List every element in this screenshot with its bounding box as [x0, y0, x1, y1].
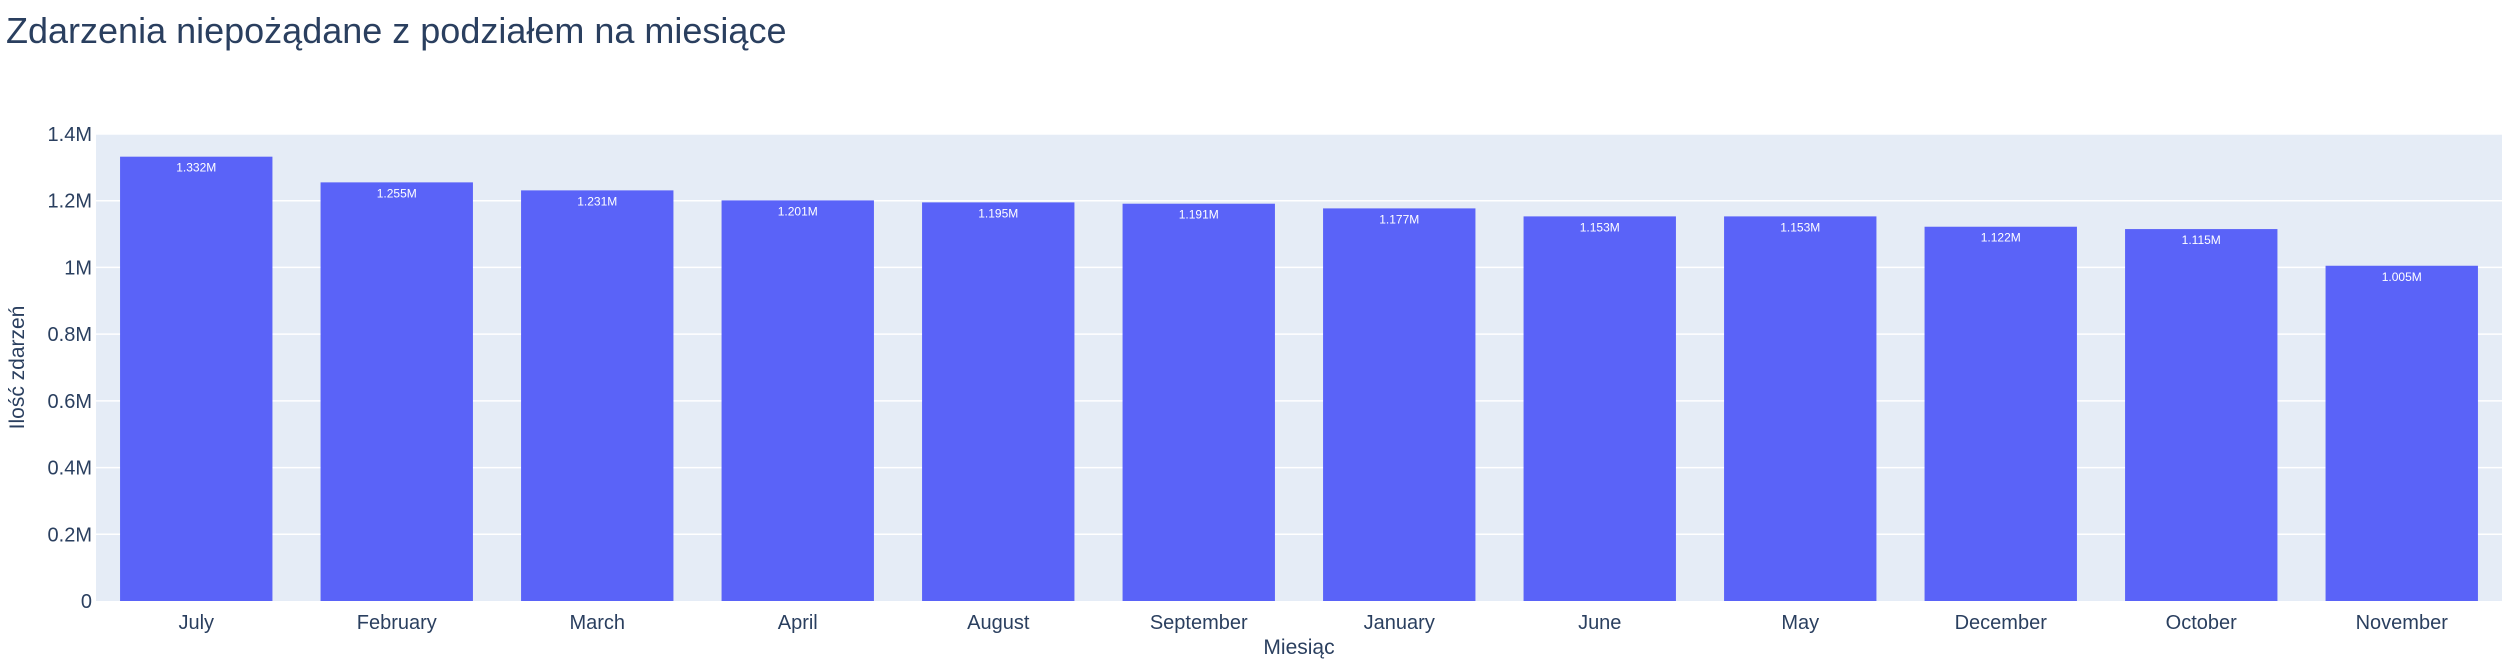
bar-data-label: 1.153M — [1580, 220, 1620, 234]
x-tick-label: September — [1150, 612, 1248, 634]
bar — [1323, 208, 1476, 602]
bar-data-label: 1.332M — [176, 161, 216, 175]
x-axis-title: Miesiąc — [1263, 636, 1334, 659]
bar — [320, 182, 473, 601]
bar-data-labels: 1.332M 1.255M 1.231M 1.201M 1.195M 1.191M 1.17… — [176, 161, 2422, 284]
bar — [120, 156, 273, 601]
x-tick-label: October — [2166, 612, 2237, 634]
y-tick-label: 1M — [64, 257, 92, 279]
bar-data-label: 1.201M — [778, 204, 818, 218]
bar-data-label: 1.115M — [2182, 233, 2221, 247]
bar — [721, 200, 874, 601]
bar — [2325, 265, 2478, 601]
y-tick-label: 0.6M — [48, 391, 92, 413]
y-axis-ticks: 0 0.2M 0.4M 0.6M 0.8M 1M 1.2M 1.4M — [48, 124, 92, 613]
y-tick-label: 0.4M — [48, 458, 92, 480]
y-tick-label: 0.8M — [48, 324, 92, 346]
y-tick-label: 0 — [81, 591, 92, 613]
bar-data-label: 1.191M — [1179, 208, 1219, 222]
bar-data-label: 1.195M — [978, 206, 1018, 220]
x-tick-label: April — [778, 612, 818, 634]
x-tick-label: August — [967, 612, 1030, 634]
x-axis-ticks: July February March April August September Jan… — [178, 612, 2448, 634]
bar — [1523, 216, 1676, 601]
chart-title: Zdarzenia niepożądane z podziałem na mie… — [6, 10, 787, 51]
bar-data-label: 1.231M — [577, 194, 617, 208]
bar — [922, 202, 1075, 601]
bar-data-label: 1.153M — [1780, 220, 1820, 234]
y-tick-label: 1.2M — [48, 191, 92, 213]
x-tick-label: November — [2356, 612, 2449, 634]
y-axis-title: Ilość zdarzeń — [6, 306, 29, 430]
bar — [2125, 229, 2278, 601]
bar — [521, 190, 674, 601]
bar-data-label: 1.255M — [377, 186, 417, 200]
x-tick-label: July — [178, 612, 214, 634]
x-tick-label: December — [1955, 612, 2048, 634]
bar — [1724, 216, 1877, 601]
x-tick-label: March — [569, 612, 625, 634]
bar — [1924, 226, 2077, 602]
plot-area — [96, 134, 2502, 601]
x-tick-label: February — [357, 612, 437, 634]
bar-data-label: 1.122M — [1981, 231, 2021, 245]
bars — [120, 156, 2478, 602]
x-tick-label: May — [1781, 612, 1819, 634]
x-tick-label: January — [1364, 612, 1435, 634]
y-tick-label: 0.2M — [48, 524, 92, 546]
x-tick-label: June — [1578, 612, 1621, 634]
bar-data-label: 1.005M — [2382, 270, 2422, 284]
gridlines — [96, 133, 2502, 536]
bar — [1122, 203, 1275, 601]
bar-data-label: 1.177M — [1379, 212, 1419, 226]
y-tick-label: 1.4M — [48, 124, 92, 146]
